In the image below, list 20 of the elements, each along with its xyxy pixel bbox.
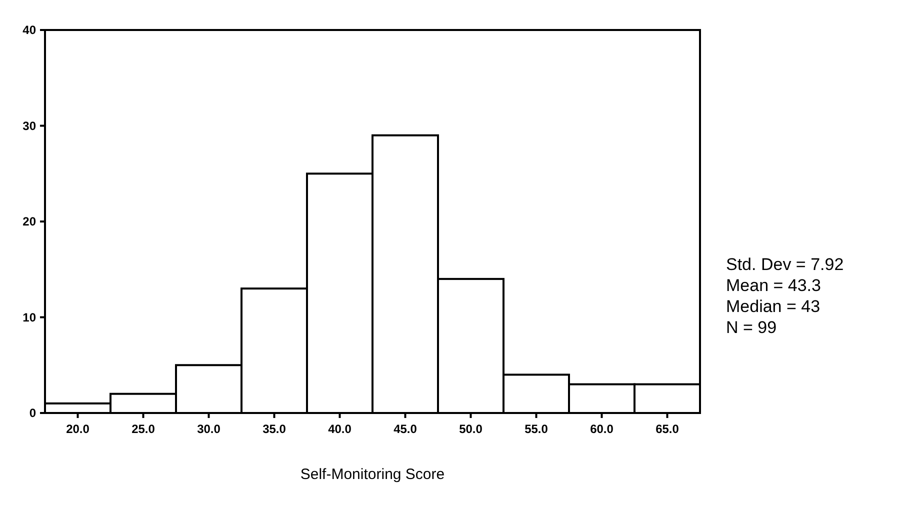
y-tick-label: 10: [22, 310, 36, 324]
text: Mean = 43.3: [726, 276, 821, 295]
text: Std. Dev = 7.92: [726, 255, 844, 274]
x-tick-label: 30.0: [197, 422, 221, 436]
text: Median = 43: [726, 297, 820, 316]
y-tick-label: 20: [22, 214, 36, 229]
x-tick-label: 35.0: [262, 422, 286, 436]
y-tick-label: 0: [29, 406, 36, 420]
x-tick-label: 20.0: [66, 422, 90, 436]
x-tick-label: 45.0: [394, 422, 418, 436]
x-tick-label: 50.0: [459, 422, 483, 436]
x-tick-label: 65.0: [656, 422, 680, 436]
x-tick-label: 55.0: [524, 422, 548, 436]
x-tick-label: 60.0: [590, 422, 614, 436]
text: N = 99: [726, 318, 777, 337]
y-tick-label: 30: [22, 118, 36, 133]
x-tick-label: 25.0: [132, 422, 156, 436]
x-tick-label: 40.0: [328, 422, 352, 436]
x-axis-title: Self-Monitoring Score: [300, 466, 445, 483]
y-tick-label: 40: [22, 23, 36, 38]
